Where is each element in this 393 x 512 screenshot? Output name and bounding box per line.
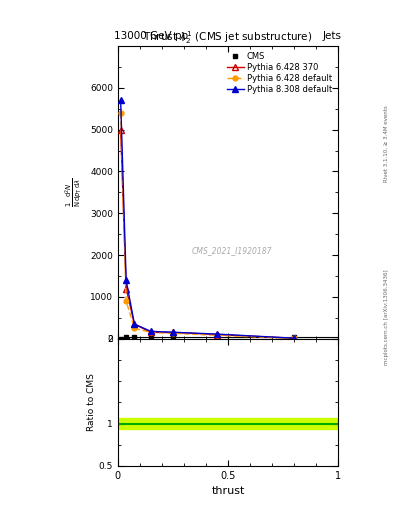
Text: Jets: Jets bbox=[323, 31, 342, 41]
Y-axis label: Ratio to CMS: Ratio to CMS bbox=[87, 373, 96, 431]
Pythia 8.308 default bbox=[149, 328, 153, 334]
Pythia 8.308 default bbox=[124, 277, 129, 283]
Text: 13000 GeV pp: 13000 GeV pp bbox=[114, 31, 188, 41]
CMS bbox=[124, 333, 129, 339]
CMS bbox=[118, 336, 123, 342]
Line: Pythia 6.428 default: Pythia 6.428 default bbox=[118, 111, 296, 341]
Pythia 6.428 default bbox=[215, 332, 219, 338]
Bar bbox=[118, 418, 338, 430]
Y-axis label: $\frac{1}{\mathrm{N}}\frac{\mathrm{d}^2N}{\mathrm{d}p_\mathrm{T}\,\mathrm{d}\lam: $\frac{1}{\mathrm{N}}\frac{\mathrm{d}^2N… bbox=[64, 178, 84, 207]
Pythia 8.308 default bbox=[118, 97, 123, 103]
Pythia 6.428 370 bbox=[118, 126, 123, 133]
Pythia 6.428 default bbox=[124, 298, 129, 304]
CMS bbox=[132, 333, 137, 339]
CMS bbox=[215, 333, 219, 339]
Pythia 6.428 370 bbox=[149, 329, 153, 335]
Line: CMS: CMS bbox=[118, 334, 296, 341]
Line: Pythia 6.428 370: Pythia 6.428 370 bbox=[117, 126, 298, 342]
Pythia 6.428 default bbox=[132, 325, 137, 331]
Pythia 6.428 370 bbox=[171, 329, 175, 335]
X-axis label: thrust: thrust bbox=[211, 486, 244, 496]
Pythia 8.308 default bbox=[132, 321, 137, 327]
Legend: CMS, Pythia 6.428 370, Pythia 6.428 default, Pythia 8.308 default: CMS, Pythia 6.428 370, Pythia 6.428 defa… bbox=[225, 50, 334, 96]
Pythia 6.428 default bbox=[171, 330, 175, 336]
Pythia 6.428 370 bbox=[215, 331, 219, 337]
CMS bbox=[149, 333, 153, 339]
Pythia 8.308 default bbox=[171, 329, 175, 335]
Pythia 6.428 370 bbox=[292, 335, 296, 342]
Pythia 6.428 default bbox=[149, 329, 153, 335]
CMS bbox=[171, 333, 175, 339]
CMS bbox=[292, 333, 296, 339]
Title: Thrust $\lambda_{2}^{1}$ (CMS jet substructure): Thrust $\lambda_{2}^{1}$ (CMS jet substr… bbox=[143, 29, 313, 46]
Pythia 6.428 370 bbox=[124, 286, 129, 292]
Pythia 8.308 default bbox=[215, 331, 219, 337]
Text: mcplots.cern.ch [arXiv:1306.3436]: mcplots.cern.ch [arXiv:1306.3436] bbox=[384, 270, 389, 365]
Pythia 6.428 370 bbox=[132, 321, 137, 327]
Line: Pythia 8.308 default: Pythia 8.308 default bbox=[117, 97, 298, 342]
Pythia 6.428 default bbox=[292, 335, 296, 342]
Pythia 8.308 default bbox=[292, 335, 296, 342]
Text: Rivet 3.1.10, ≥ 3.4M events: Rivet 3.1.10, ≥ 3.4M events bbox=[384, 105, 389, 182]
Text: CMS_2021_I1920187: CMS_2021_I1920187 bbox=[192, 246, 273, 255]
Pythia 6.428 default bbox=[118, 110, 123, 116]
